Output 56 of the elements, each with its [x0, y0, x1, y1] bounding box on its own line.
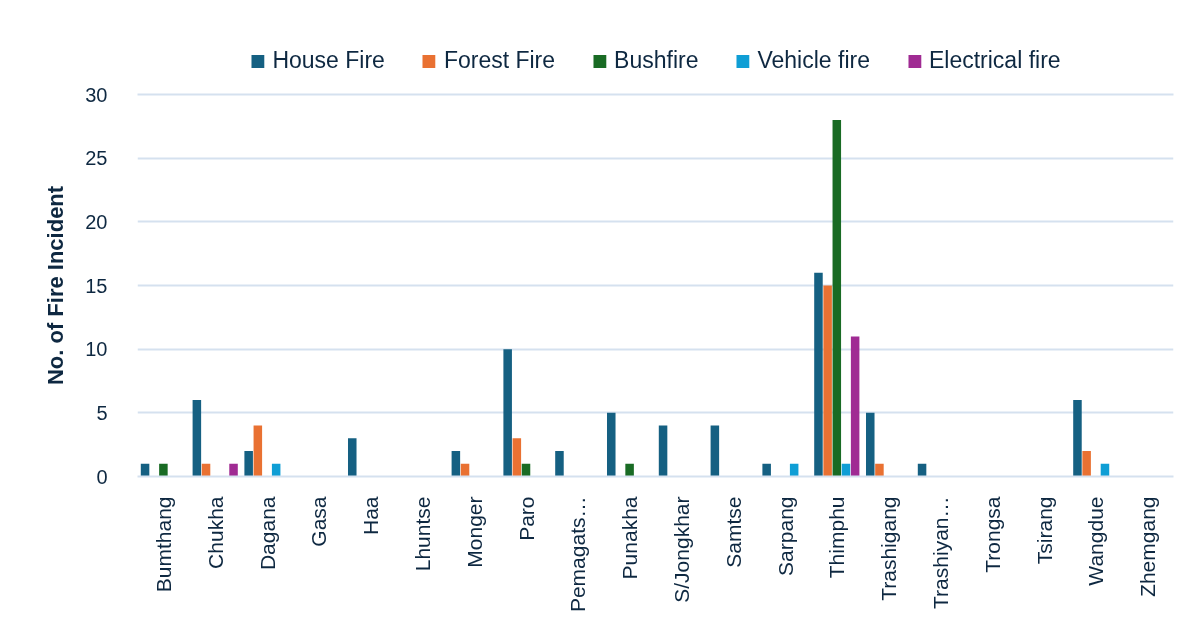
y-tick-label: 5	[96, 401, 108, 424]
x-tick-label: Zhemgang	[1136, 496, 1160, 597]
bar	[832, 119, 842, 477]
x-tick-label: Trashiyan…	[928, 496, 952, 609]
bar	[192, 400, 202, 477]
y-tick-label: 20	[85, 210, 108, 233]
x-tick-label: Lhuntse	[410, 496, 434, 572]
bar	[823, 285, 832, 477]
bar	[850, 336, 860, 477]
bar	[451, 451, 461, 477]
legend-label: Vehicle fire	[757, 47, 870, 74]
legend-label: Bushfire	[614, 47, 699, 74]
y-tick-label: 30	[85, 83, 108, 106]
bar	[1073, 400, 1082, 477]
bar	[875, 463, 884, 477]
x-tick-label: Trashigang	[877, 496, 901, 601]
bar	[348, 438, 357, 477]
x-tick-label: Paro	[514, 496, 538, 541]
x-tick-label: Samtse	[721, 496, 745, 568]
bar	[1082, 451, 1091, 477]
y-tick-label: 15	[85, 274, 108, 297]
x-tick-label: Pemagats…	[566, 496, 590, 613]
legend-label: Electrical fire	[928, 47, 1061, 74]
bar	[625, 463, 634, 477]
bar	[607, 412, 616, 477]
bar	[503, 349, 512, 477]
y-tick-label: 10	[85, 338, 108, 361]
bar	[866, 412, 875, 477]
bar	[814, 272, 823, 477]
y-tick-label: 0	[96, 465, 108, 488]
y-tick-label: 25	[85, 147, 108, 170]
bar	[244, 451, 253, 477]
x-tick-label: Wangdue	[1084, 496, 1108, 586]
bar	[159, 463, 168, 477]
x-tick-label: Chukha	[203, 496, 227, 569]
legend-label: House Fire	[272, 47, 385, 74]
x-tick-label: Bumthang	[151, 496, 175, 593]
legend-label: Forest Fire	[443, 47, 556, 74]
bar	[555, 451, 564, 477]
x-tick-label: Gasa	[307, 496, 331, 547]
bar	[512, 438, 522, 477]
x-tick-label: Monger	[462, 496, 486, 568]
x-tick-label: Haa	[359, 496, 383, 536]
bar	[229, 463, 238, 477]
x-tick-label: Punakha	[618, 496, 642, 580]
x-tick-label: Trongsa	[980, 496, 1004, 573]
x-tick-label: S/Jongkhar	[669, 496, 693, 603]
x-tick-label: Dagana	[255, 496, 279, 571]
bar	[253, 425, 263, 477]
bar	[762, 463, 771, 477]
x-tick-label: Tsirang	[1032, 496, 1056, 565]
x-tick-label: Thimphu	[825, 496, 849, 579]
x-tick-label: Sarpang	[773, 496, 797, 576]
bar	[710, 425, 720, 477]
bar	[658, 425, 668, 477]
y-axis-title: No. of Fire Incident	[43, 185, 69, 386]
